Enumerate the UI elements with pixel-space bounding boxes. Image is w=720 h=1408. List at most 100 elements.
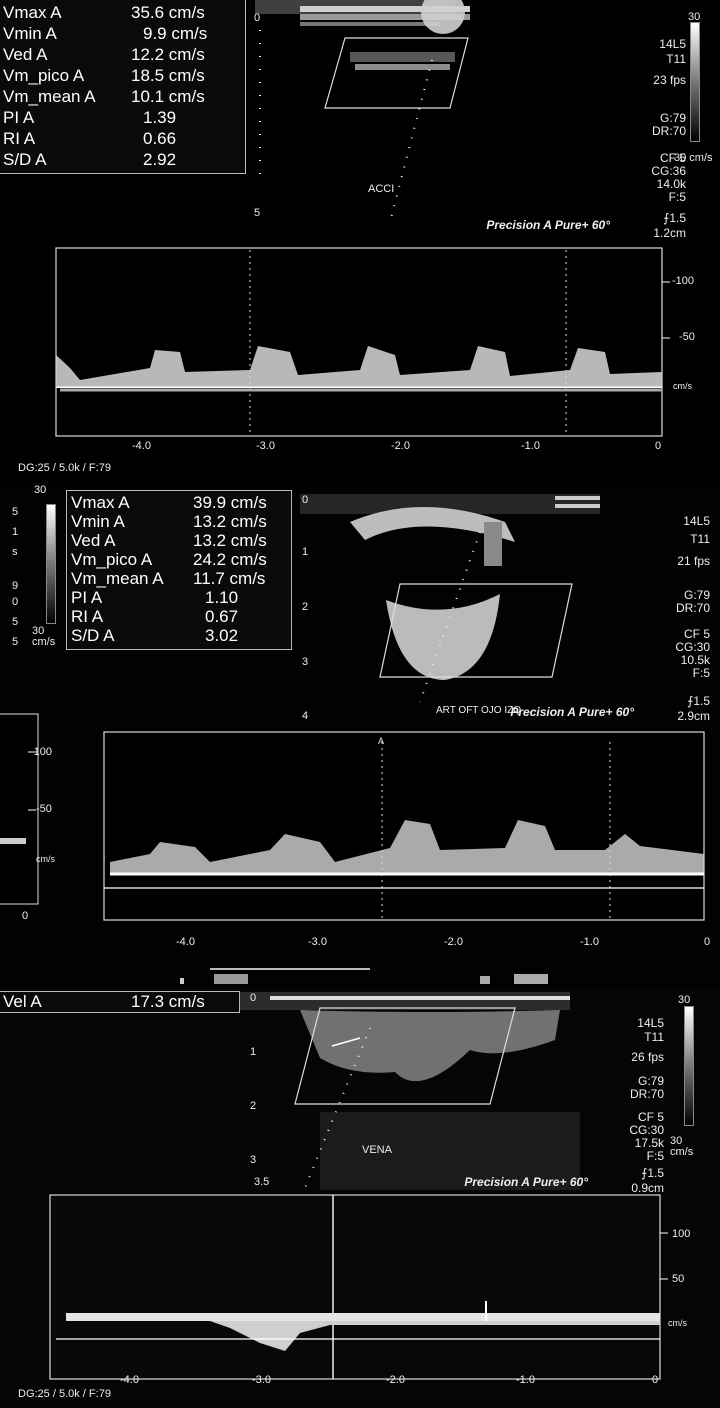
- gate-depth: 1.2cm: [653, 226, 686, 240]
- measurement-value: 2.92: [143, 150, 177, 169]
- time-tick: -1.0: [580, 936, 599, 948]
- prf-label: 17.5k: [634, 1136, 664, 1150]
- angle-correction-value: ⨍1.5: [687, 694, 710, 708]
- measurement-label: PI A: [71, 588, 103, 607]
- time-tick: -2.0: [391, 440, 410, 452]
- time-tick: -4.0: [132, 440, 151, 452]
- measurement-value: 11.7 cm/s: [193, 569, 266, 588]
- measurement-table-1: Vmax A 35.6 cm/s Vmin A 9.9 cm/s Ved A 12.2…: [0, 0, 246, 174]
- measurement-value: 13.2 cm/s: [193, 512, 267, 531]
- depth-mark: 3: [250, 1154, 257, 1166]
- color-scale-bar: [46, 504, 56, 624]
- measurement-value: 12.2 cm/s: [131, 45, 205, 64]
- bmode-image-3: [240, 992, 580, 1190]
- velocity-unit: cm/s: [36, 854, 55, 864]
- measurement-value: 35.6 cm/s: [131, 3, 205, 22]
- probe-label: 14L5: [683, 514, 710, 528]
- measurement-value: 1.39: [143, 108, 177, 127]
- filter-label: F:5: [668, 190, 686, 204]
- scale-bottom-label: 30 cm/s: [674, 152, 713, 164]
- scale-top-label: 30: [688, 11, 701, 23]
- time-tick: 0: [704, 936, 711, 948]
- scale-bottom-label: 30 cm/s: [670, 1135, 694, 1158]
- mode-angle-label: Precision A Pure+ 60°: [486, 218, 610, 232]
- side-character: s: [12, 546, 18, 558]
- velocity-tick: 100: [672, 1228, 691, 1240]
- time-tick: -1.0: [521, 440, 540, 452]
- depth-mark: 0: [302, 494, 309, 506]
- depth-mark: 1: [250, 1046, 257, 1058]
- side-character: 0: [12, 596, 19, 608]
- time-tick: -2.0: [444, 936, 463, 948]
- preset-label: T11: [690, 532, 710, 546]
- velocity-tick: -50: [679, 331, 695, 343]
- gate-depth: 2.9cm: [677, 709, 710, 723]
- doppler-settings-footer: DG:25 / 5.0k / F:79: [18, 1388, 111, 1400]
- spectral-doppler-2: [0, 713, 705, 921]
- depth-mark: 3.5: [254, 1176, 270, 1188]
- color-gain-label: CG:30: [675, 640, 710, 654]
- measurement-label: S/D A: [71, 626, 115, 645]
- scale-top-label: 30: [678, 994, 691, 1006]
- gain-label: G:79: [683, 588, 710, 602]
- velocity-unit: cm/s: [668, 1318, 687, 1328]
- measurement-label: Vm_mean A: [71, 569, 164, 588]
- measurement-label: Vm_pico A: [71, 550, 153, 569]
- measurement-label: Vel A: [3, 992, 42, 1011]
- velocity-tick: 0: [22, 910, 29, 922]
- velocity-tick: -50: [36, 803, 52, 815]
- measurement-label: Ved A: [71, 531, 116, 550]
- velocity-tick: 50: [672, 1273, 685, 1285]
- gain-label: G:79: [637, 1074, 664, 1088]
- color-freq-label: CF 5: [683, 627, 710, 641]
- measurement-value: 0.67: [205, 607, 239, 626]
- side-character: 5: [12, 636, 19, 648]
- prf-label: 10.5k: [680, 653, 710, 667]
- color-freq-label: CF 5: [659, 151, 686, 165]
- prf-label: 14.0k: [656, 177, 686, 191]
- side-character: 5: [12, 616, 19, 628]
- depth-mark: 0: [254, 12, 261, 24]
- time-tick: 0: [655, 440, 662, 452]
- bmode-image-1: [255, 0, 470, 109]
- time-tick: -1.0: [516, 1374, 535, 1386]
- measurement-label: Vm_pico A: [3, 66, 85, 85]
- preset-label: T11: [666, 52, 686, 66]
- dynamic-range-label: DR:70: [651, 124, 686, 138]
- time-tick: -2.0: [386, 1374, 405, 1386]
- depth-mark: 4: [302, 710, 309, 722]
- time-tick: -4.0: [176, 936, 195, 948]
- dynamic-range-label: DR:70: [629, 1087, 664, 1101]
- mode-angle-label: Precision A Pure+ 60°: [464, 1175, 588, 1189]
- measurement-label: RI A: [71, 607, 104, 626]
- velocity-tick: -100: [30, 746, 53, 758]
- angle-correction-value: ⨍1.5: [663, 211, 686, 225]
- measurement-label: Vm_mean A: [3, 87, 96, 106]
- vessel-label: ART OFT OJO IZQ: [436, 705, 522, 716]
- measurement-table-2: Vmax A 39.9 cm/s Vmin A 13.2 cm/s Ved A 13.…: [66, 490, 292, 650]
- measurement-value: 39.9 cm/s: [193, 493, 267, 512]
- time-tick: -4.0: [120, 1374, 139, 1386]
- mode-angle-label: Precision A Pure+ 60°: [510, 705, 634, 719]
- bmode-image-2: [300, 494, 600, 703]
- measurement-box-3: Vel A 17.3 cm/s: [0, 991, 240, 1013]
- ultrasound-panel-2: Vmax A 39.9 cm/s Vmin A 13.2 cm/s Ved A 13.…: [0, 482, 720, 988]
- velocity-tick: -100: [672, 275, 695, 287]
- measurement-label: Vmax A: [71, 493, 130, 512]
- time-tick: 0: [652, 1374, 659, 1386]
- measurement-label: Vmin A: [71, 512, 125, 531]
- filter-label: F:5: [646, 1149, 664, 1163]
- measurement-value: 18.5 cm/s: [131, 66, 205, 85]
- color-gain-label: CG:36: [651, 164, 686, 178]
- measurement-value: 13.2 cm/s: [193, 531, 267, 550]
- angle-correction-value: ⨍1.5: [641, 1166, 664, 1180]
- measurement-label: Vmax A: [3, 3, 62, 22]
- measurement-value: 10.1 cm/s: [131, 87, 205, 106]
- measurement-value: 1.10: [205, 588, 239, 607]
- measurement-value: 24.2 cm/s: [193, 550, 267, 569]
- doppler-settings-footer: DG:25 / 5.0k / F:79: [18, 462, 111, 474]
- depth-mark: 1: [302, 546, 309, 558]
- probe-label: 14L5: [659, 37, 686, 51]
- frame-rate: 26 fps: [631, 1050, 664, 1064]
- measurement-label: Vmin A: [3, 24, 57, 43]
